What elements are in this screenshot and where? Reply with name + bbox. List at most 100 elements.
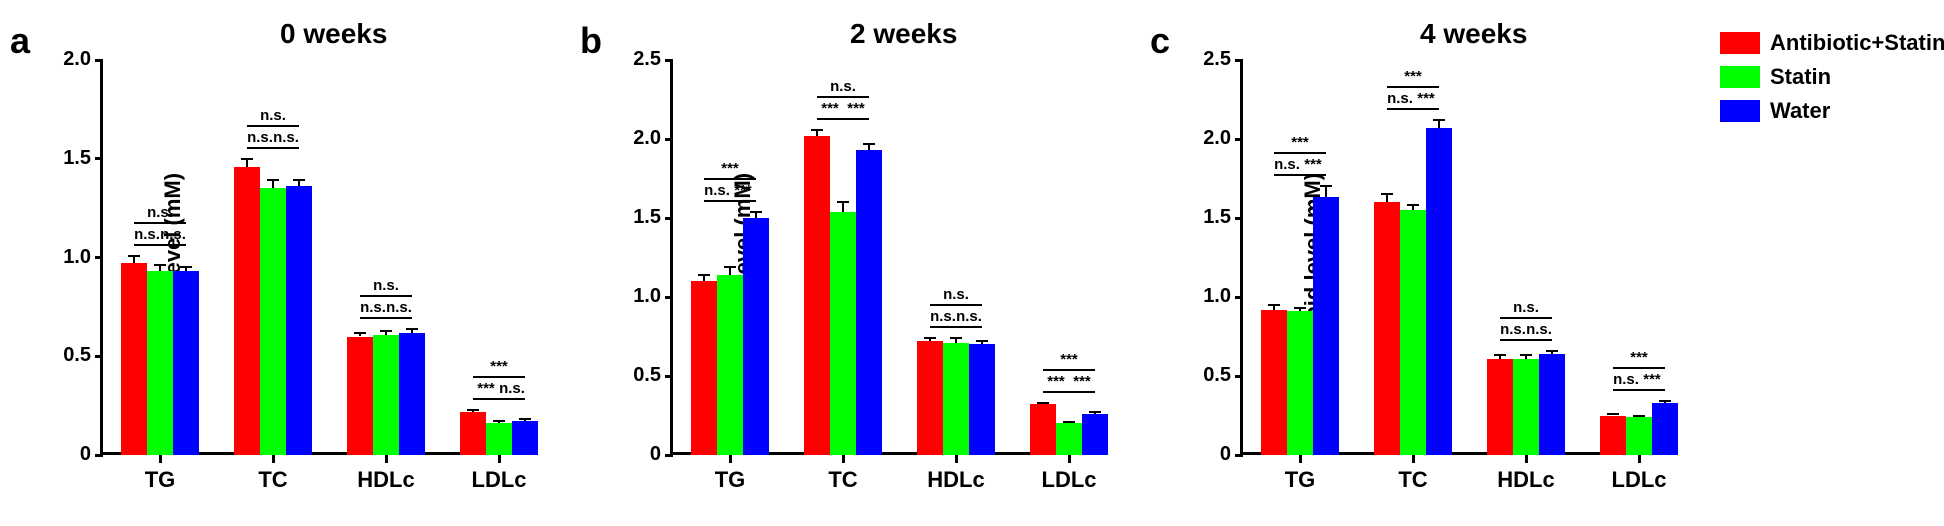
sig-label: *** xyxy=(1288,156,1338,173)
errorbar-cap xyxy=(1268,304,1280,306)
y-tick-label: 1.0 xyxy=(53,246,91,269)
errorbar-line xyxy=(133,256,135,264)
x-tick-label: HDLc xyxy=(916,467,996,493)
y-tick xyxy=(665,217,673,220)
x-tick-label: TC xyxy=(1373,467,1453,493)
errorbar-cap xyxy=(493,420,505,422)
sig-label: n.s. xyxy=(931,286,981,303)
errorbar-cap xyxy=(750,211,762,213)
sig-bracket-line xyxy=(360,295,412,297)
sig-bracket-line xyxy=(1613,389,1639,391)
legend-label: Statin xyxy=(1770,64,1831,90)
x-tick xyxy=(1412,455,1415,463)
y-tick xyxy=(95,157,103,160)
errorbar-cap xyxy=(241,158,253,160)
sig-bracket-line xyxy=(273,147,299,149)
errorbar-cap xyxy=(1381,193,1393,195)
bar xyxy=(234,167,260,455)
plot-area-c: The blood lipid level (mM)00.51.01.52.02… xyxy=(1240,60,1670,455)
y-tick-label: 1.0 xyxy=(623,285,661,308)
errorbar-cap xyxy=(380,330,392,332)
y-tick-label: 2.5 xyxy=(623,48,661,71)
bar xyxy=(512,421,538,455)
x-tick xyxy=(842,455,845,463)
sig-bracket-line xyxy=(843,118,869,120)
bar xyxy=(1400,210,1426,455)
x-tick xyxy=(1525,455,1528,463)
bar xyxy=(1426,128,1452,455)
sig-bracket-line xyxy=(1526,339,1552,341)
sig-bracket-line xyxy=(817,118,843,120)
y-tick xyxy=(1235,375,1243,378)
errorbar-cap xyxy=(863,143,875,145)
errorbar-cap xyxy=(519,418,531,420)
panel-label-c: c xyxy=(1150,20,1170,62)
bar xyxy=(173,271,199,455)
sig-bracket-line xyxy=(1043,369,1095,371)
errorbar-cap xyxy=(1037,402,1049,404)
panel-label-a: a xyxy=(10,20,30,62)
errorbar-cap xyxy=(354,332,366,334)
sig-bracket-line xyxy=(1413,108,1439,110)
panel-title-c: 4 weeks xyxy=(1420,18,1527,50)
bar xyxy=(1652,403,1678,455)
errorbar-cap xyxy=(811,129,823,131)
sig-label: *** xyxy=(1275,134,1325,151)
y-tick-label: 0.5 xyxy=(53,344,91,367)
errorbar-cap xyxy=(1320,185,1332,187)
sig-bracket-line xyxy=(1639,389,1665,391)
sig-bracket-line xyxy=(160,244,186,246)
sig-bracket-line xyxy=(134,244,160,246)
bar xyxy=(830,212,856,455)
sig-bracket-line xyxy=(499,398,525,400)
errorbar-line xyxy=(1386,194,1388,202)
legend-swatch xyxy=(1720,100,1760,122)
bar xyxy=(147,271,173,455)
sig-bracket-line xyxy=(704,200,730,202)
errorbar-cap xyxy=(154,264,166,266)
errorbar-cap xyxy=(1407,204,1419,206)
legend-swatch xyxy=(1720,66,1760,88)
errorbar-cap xyxy=(293,179,305,181)
errorbar-cap xyxy=(1633,415,1645,417)
y-tick-label: 0 xyxy=(623,443,661,466)
bar xyxy=(1513,359,1539,455)
bar xyxy=(1082,414,1108,455)
errorbar-cap xyxy=(837,201,849,203)
sig-label: n.s. xyxy=(374,299,424,316)
y-tick xyxy=(665,454,673,457)
bar xyxy=(717,275,743,455)
bar xyxy=(1626,417,1652,455)
sig-bracket-line xyxy=(1387,108,1413,110)
legend-item: Statin xyxy=(1720,64,1944,90)
bar xyxy=(1600,416,1626,456)
y-tick xyxy=(1235,454,1243,457)
y-tick xyxy=(95,256,103,259)
x-tick-label: LDLc xyxy=(1599,467,1679,493)
bar xyxy=(121,263,147,455)
y-tick xyxy=(665,375,673,378)
y-tick-label: 1.0 xyxy=(1193,285,1231,308)
errorbar-line xyxy=(1438,120,1440,128)
errorbar-cap xyxy=(1063,421,1075,423)
bar xyxy=(1030,404,1056,455)
errorbar-cap xyxy=(1520,354,1532,356)
sig-bracket-line xyxy=(704,178,756,180)
sig-label: n.s. xyxy=(487,380,537,397)
errorbar-cap xyxy=(1607,413,1619,415)
bar xyxy=(1374,202,1400,455)
sig-label: *** xyxy=(705,160,755,177)
sig-label: *** xyxy=(1044,351,1094,368)
y-tick xyxy=(95,454,103,457)
errorbar-line xyxy=(842,202,844,211)
bar xyxy=(347,337,373,456)
sig-bracket-line xyxy=(956,326,982,328)
legend-item: Antibiotic+Statin xyxy=(1720,30,1944,56)
sig-bracket-line xyxy=(1500,317,1552,319)
sig-label: *** xyxy=(718,182,768,199)
x-tick-label: TG xyxy=(690,467,770,493)
y-tick xyxy=(665,59,673,62)
sig-label: n.s. xyxy=(1514,321,1564,338)
errorbar-cap xyxy=(180,266,192,268)
x-tick-label: HDLc xyxy=(1486,467,1566,493)
